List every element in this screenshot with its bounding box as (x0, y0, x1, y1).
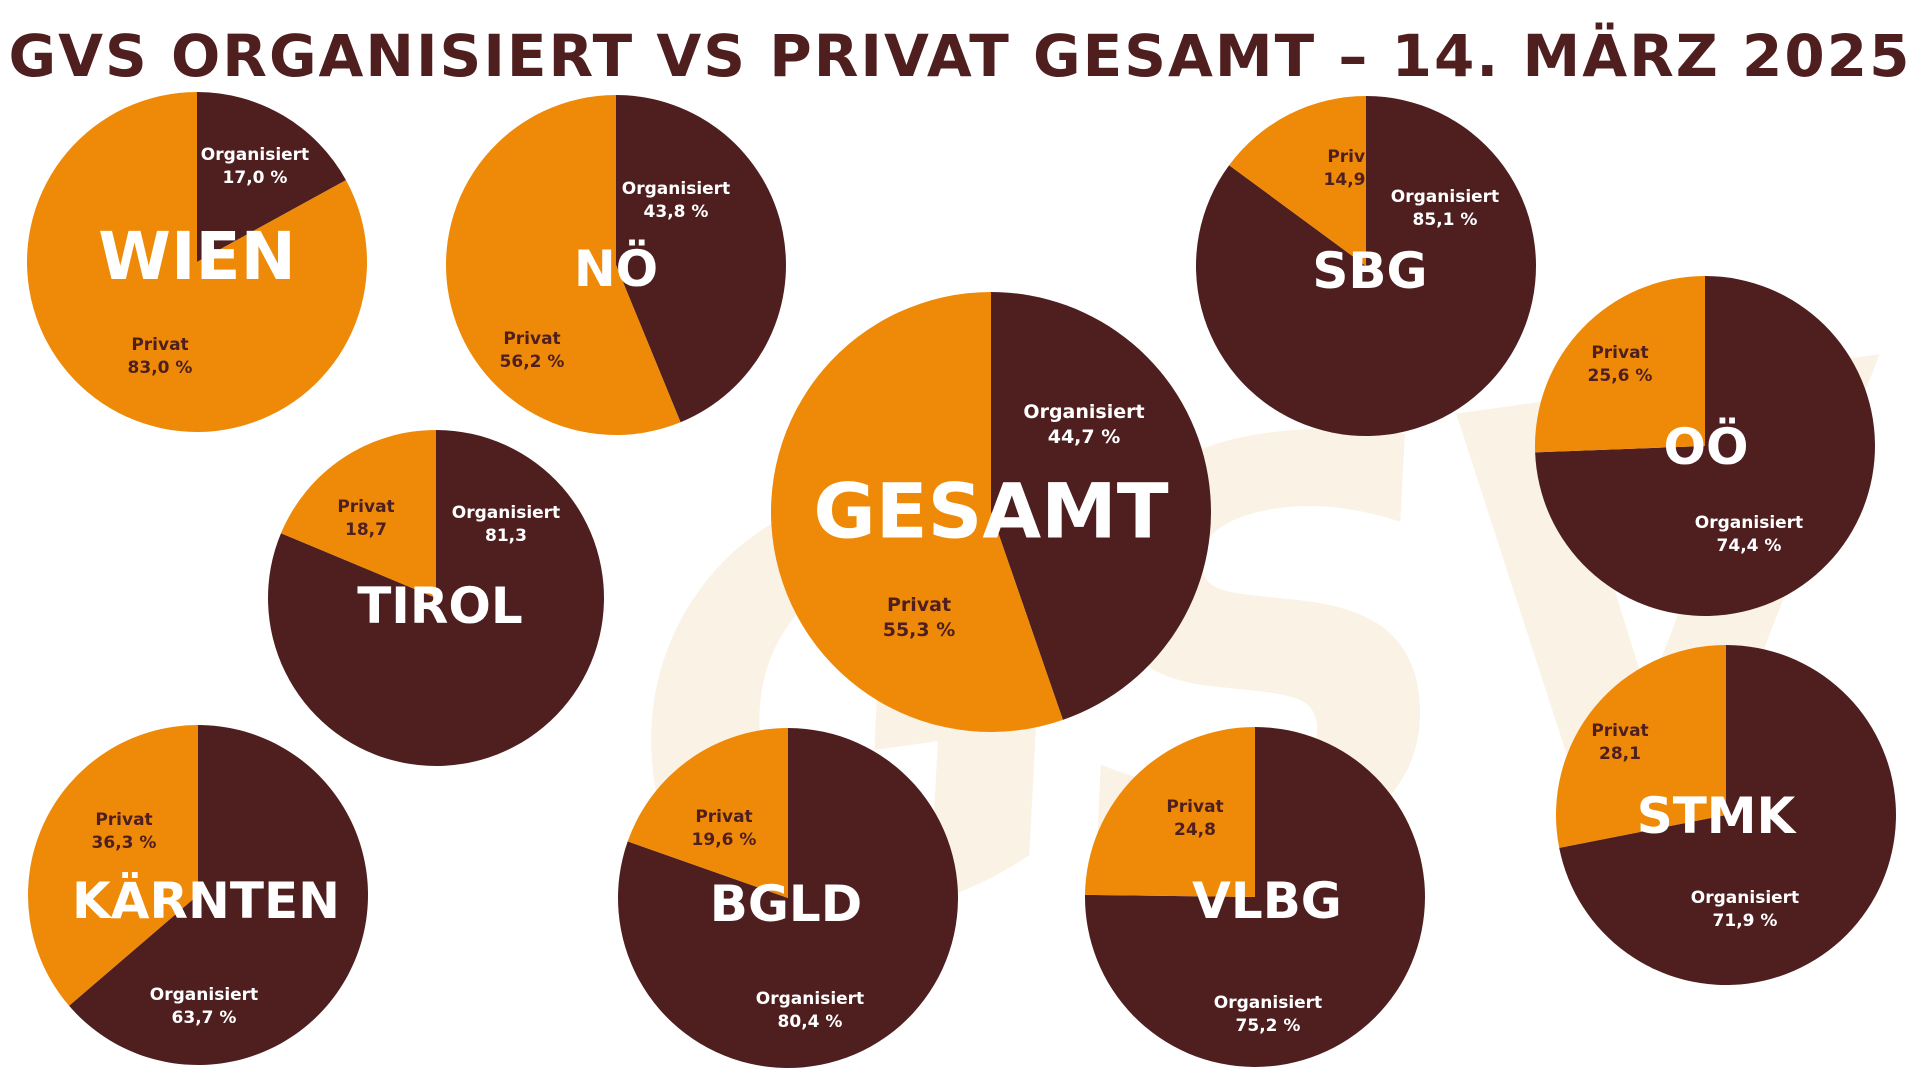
pie-title: KÄRNTEN (72, 872, 340, 930)
slice-value-privat: 55,3 % (883, 619, 956, 641)
pie-title: GESAMT (813, 466, 1168, 555)
pie-slice-privat (280, 430, 436, 598)
slice-value-organisiert: 85,1 % (1413, 210, 1478, 230)
slice-label-privat: Privat (1591, 343, 1648, 363)
pie-slice-privat (1085, 727, 1255, 897)
pie-slice-privat (627, 728, 788, 898)
pie-slice-organisiert (267, 430, 604, 766)
pie-slice-organisiert (69, 725, 369, 1065)
slice-label-privat: Privat (503, 329, 560, 349)
pie-slice-privat (1229, 96, 1366, 266)
slice-value-organisiert: 80,4 % (778, 1012, 843, 1032)
slice-label-privat: Privat (131, 335, 188, 355)
pie-slice-organisiert (197, 92, 346, 262)
pie-title: OÖ (1663, 417, 1748, 476)
slice-label-organisiert: Organisiert (201, 145, 309, 165)
pie-slice-organisiert (991, 292, 1211, 720)
slice-value-privat: 18,7 (345, 520, 387, 540)
slice-label-organisiert: Organisiert (150, 985, 258, 1005)
pie-slice-organisiert (1195, 96, 1536, 437)
slice-label-organisiert: Organisiert (1695, 513, 1803, 533)
slice-value-privat: 56,2 % (500, 352, 565, 372)
slice-label-privat: Privat (1327, 147, 1384, 167)
pie-slice-privat (445, 95, 681, 436)
pie-slice-organisiert (1535, 276, 1875, 616)
slice-label-privat: Privat (1166, 797, 1223, 817)
slice-label-organisiert: Organisiert (756, 989, 864, 1009)
page-title: GVS ORGANISIERT VS PRIVAT GESAMT – 14. M… (8, 22, 1912, 90)
pie-slice-organisiert (616, 95, 786, 423)
slice-value-organisiert: 43,8 % (644, 202, 709, 222)
pie-title: SBG (1312, 242, 1427, 300)
pie-title: BGLD (710, 875, 863, 933)
slice-value-organisiert: 63,7 % (172, 1008, 237, 1028)
slice-label-organisiert: Organisiert (622, 179, 730, 199)
pie-title: VLBG (1192, 872, 1342, 930)
slice-value-privat: 14,9 % (1324, 170, 1389, 190)
pie-slice-organisiert (617, 728, 958, 1068)
slice-label-privat: Privat (337, 497, 394, 517)
slice-label-privat: Privat (1591, 721, 1648, 741)
pie-slice-organisiert (1084, 727, 1425, 1067)
slice-label-organisiert: Organisiert (1023, 401, 1144, 423)
slice-value-privat: 36,3 % (92, 833, 157, 853)
slice-value-privat: 24,8 (1174, 820, 1216, 840)
pie-slice-privat (28, 725, 198, 1006)
slice-value-privat: 83,0 % (128, 358, 193, 378)
pie-slice-privat (26, 92, 367, 432)
pie-slice-privat (1534, 276, 1705, 453)
slice-value-organisiert: 74,4 % (1717, 536, 1782, 556)
slice-label-organisiert: Organisiert (452, 503, 560, 523)
slice-value-privat: 25,6 % (1588, 366, 1653, 386)
pie-title: STMK (1637, 787, 1798, 845)
slice-label-organisiert: Organisiert (1214, 993, 1322, 1013)
slice-label-organisiert: Organisiert (1391, 187, 1499, 207)
slice-value-organisiert: 44,7 % (1048, 426, 1121, 448)
slice-value-organisiert: 75,2 % (1236, 1016, 1301, 1036)
pie-title: TIROL (357, 577, 523, 635)
slice-value-organisiert: 17,0 % (223, 168, 288, 188)
pie-slice-privat (770, 292, 1063, 732)
slice-label-privat: Privat (695, 807, 752, 827)
pie-slice-privat (1555, 645, 1726, 848)
slice-value-organisiert: 71,9 % (1713, 911, 1778, 931)
slice-value-organisiert: 81,3 (485, 526, 527, 546)
slice-label-privat: Privat (887, 594, 951, 616)
slice-label-organisiert: Organisiert (1691, 888, 1799, 908)
pie-title: WIEN (98, 218, 296, 295)
slice-value-privat: 19,6 % (692, 830, 757, 850)
pie-slice-organisiert (1559, 645, 1896, 985)
slice-label-privat: Privat (95, 810, 152, 830)
slice-value-privat: 28,1 (1599, 744, 1641, 764)
pie-title: NÖ (574, 239, 658, 298)
